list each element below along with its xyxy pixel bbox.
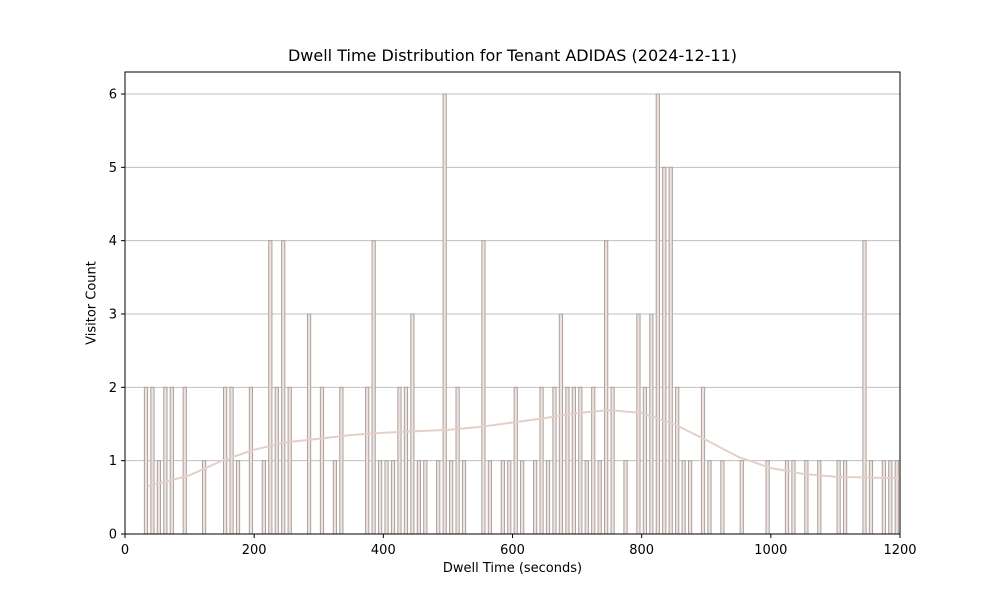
histogram-bar [739,460,744,535]
plot-frame [124,71,901,535]
histogram-bar [410,313,415,535]
histogram-bar [268,240,273,535]
histogram-bar [558,313,564,535]
histogram-bar [642,386,648,535]
histogram-bar [319,386,325,535]
histogram-bar [623,460,628,535]
histogram-bar [591,386,596,535]
histogram-bar [894,460,899,535]
x-tick-label: 800 [629,543,654,558]
histogram-bar [423,460,428,535]
y-tick-label: 0 [109,528,117,543]
histogram-bar [150,386,155,535]
kde-line [147,409,901,488]
histogram-bar [287,386,292,535]
histogram-bar [281,240,286,535]
histogram-bar [461,460,467,535]
histogram-bar [842,460,848,535]
histogram-bar [274,386,279,535]
histogram-bar [481,240,486,535]
x-tick-label: 0 [121,543,129,558]
histogram-bar [442,93,447,535]
histogram-bar [707,460,712,535]
histogram-bar [765,460,770,535]
y-tick-label: 5 [109,161,117,176]
histogram-bar [817,460,822,535]
x-tick-label: 600 [500,543,525,558]
histogram-bar [397,386,402,535]
histogram-bar [339,386,344,535]
histogram-bar [571,386,576,535]
histogram-bar [229,386,234,535]
histogram-bar [888,460,893,535]
histogram-bar [169,386,174,535]
histogram-bar [532,460,538,535]
histogram-bar [649,313,654,535]
histogram-bar [687,460,693,535]
histogram-bar [182,386,187,535]
histogram-bar [584,460,589,535]
histogram-bar [539,386,544,535]
x-tick-label: 1000 [754,543,787,558]
histogram-bar [668,166,673,535]
y-tick-label: 3 [109,308,117,323]
histogram-bar [449,460,454,535]
histogram-bar [156,460,162,535]
histogram-bar [597,460,602,535]
histogram-bar [604,240,609,535]
histogram-bar [862,240,867,535]
y-tick-label: 2 [109,381,117,396]
histogram-bar [662,166,667,535]
y-tick-label: 4 [109,234,117,249]
histogram-bar [565,386,570,535]
histogram-bar [545,460,551,535]
histogram-bar [306,313,312,535]
y-tick-label: 1 [109,454,117,469]
histogram-bar [384,460,389,535]
histogram-bar [143,386,149,535]
histogram-bar [248,386,254,535]
histogram-bar [403,386,409,535]
x-tick-label: 400 [371,543,396,558]
histogram-bar [868,460,874,535]
histogram-bar [720,460,725,535]
histogram-bar [552,386,557,535]
chart-title: Dwell Time Distribution for Tenant ADIDA… [287,46,737,65]
histogram-bar [332,460,338,535]
histogram-bar [675,386,680,535]
histogram-bar [636,313,641,535]
histogram-bar [416,460,421,535]
histogram-bar [520,460,525,535]
histogram-bar [804,460,809,535]
histogram-bar [700,386,706,535]
histogram-bar [261,460,266,535]
histogram-bar [836,460,841,535]
histogram-bar [371,240,376,535]
x-tick-label: 200 [242,543,267,558]
histogram-bar [202,460,207,535]
x-axis-label: Dwell Time (seconds) [442,561,583,576]
histogram-bar [163,386,168,535]
y-tick-label: 6 [109,88,117,103]
histogram-bar [377,460,383,535]
histogram-bar [578,386,583,535]
x-tick-label: 1200 [883,543,916,558]
histogram-bar [513,386,518,535]
histogram-bar [487,460,493,535]
histogram-bar [365,386,370,535]
histogram-bar [436,460,441,535]
histogram-bar [235,460,241,535]
histogram-bar [500,460,505,535]
histogram-bar [681,460,686,535]
histogram-bar [507,460,512,535]
histogram-bar [455,386,460,535]
histogram-bar [390,460,396,535]
histogram-bar [655,93,660,535]
histogram-bar [881,460,886,535]
